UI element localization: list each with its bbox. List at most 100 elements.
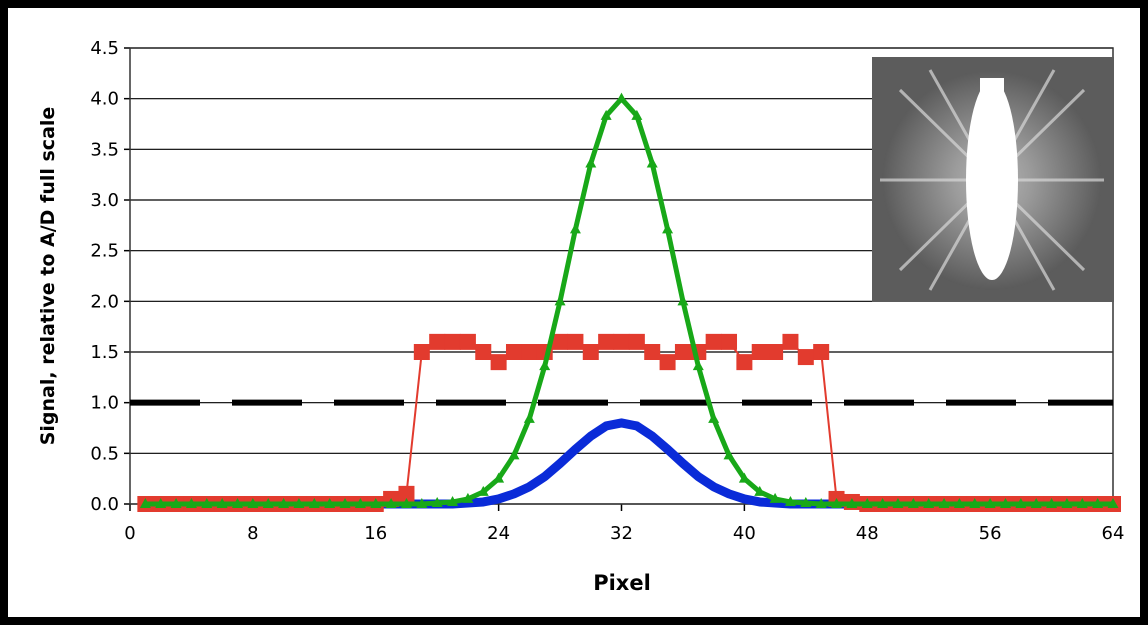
- triangle-marker: [1107, 498, 1119, 508]
- triangle-marker: [569, 223, 581, 234]
- plot-area: 0.0 0.5 1.0 1.5 2.0 2.5 3.0 3.5 4.0 4.5 0 8 16 24 32 40…: [90, 38, 1124, 544]
- triangle-marker: [293, 498, 305, 508]
- triangle-marker: [447, 495, 459, 506]
- triangle-marker: [278, 498, 290, 508]
- y-tick-label: 0.5: [90, 443, 119, 464]
- square-marker: [721, 333, 738, 350]
- triangle-marker: [585, 157, 597, 168]
- triangle-marker: [892, 498, 904, 508]
- triangle-marker: [416, 498, 428, 508]
- square-marker: [459, 333, 476, 350]
- y-tick-label: 4.5: [90, 38, 119, 59]
- square-marker: [674, 344, 691, 360]
- square-marker: [490, 354, 507, 371]
- triangle-marker: [708, 412, 720, 423]
- triangle-marker: [385, 498, 397, 508]
- square-marker: [413, 344, 430, 360]
- triangle-marker: [139, 498, 151, 508]
- square-marker: [797, 349, 814, 366]
- triangle-marker: [1076, 498, 1088, 508]
- square-marker: [705, 333, 722, 350]
- triangle-marker: [370, 498, 382, 508]
- triangle-marker: [999, 498, 1011, 508]
- y-tick-label: 3.5: [90, 139, 119, 160]
- x-tick-label: 56: [979, 523, 1002, 544]
- y-tick-label: 4.0: [90, 89, 119, 110]
- triangle-marker: [477, 485, 489, 496]
- y-tick-label: 3.0: [90, 190, 119, 211]
- triangle-marker: [831, 498, 843, 508]
- x-tick-label: 64: [1102, 523, 1125, 544]
- square-marker: [767, 344, 784, 360]
- triangle-marker: [354, 498, 366, 508]
- y-axis-label: Signal, relative to A/D full scale: [37, 107, 59, 446]
- triangle-marker: [600, 109, 612, 120]
- triangle-marker: [738, 472, 750, 483]
- square-marker: [782, 333, 799, 350]
- square-marker: [659, 354, 676, 371]
- square-marker: [521, 344, 538, 360]
- x-tick-label: 8: [247, 523, 258, 544]
- triangle-marker: [247, 498, 259, 508]
- triangle-marker: [953, 498, 965, 508]
- triangle-marker: [1061, 498, 1073, 508]
- triangle-marker: [646, 157, 658, 168]
- triangle-marker: [800, 496, 812, 507]
- square-marker: [813, 344, 830, 360]
- triangle-marker: [201, 498, 213, 508]
- triangle-marker: [1046, 498, 1058, 508]
- triangle-marker: [185, 498, 197, 508]
- triangle-marker: [554, 295, 566, 306]
- triangle-marker: [308, 498, 320, 508]
- x-tick-label: 24: [487, 523, 510, 544]
- triangle-marker: [493, 472, 505, 483]
- y-tick-label: 1.5: [90, 342, 119, 363]
- square-marker: [552, 333, 569, 350]
- square-marker: [613, 333, 630, 350]
- triangle-marker: [262, 498, 274, 508]
- square-marker: [567, 333, 584, 350]
- triangle-marker: [723, 449, 735, 460]
- triangle-marker: [784, 495, 796, 506]
- triangle-marker: [861, 498, 873, 508]
- triangle-marker: [754, 485, 766, 496]
- triangle-marker: [815, 498, 827, 508]
- triangle-marker: [170, 498, 182, 508]
- triangle-marker: [677, 295, 689, 306]
- triangle-marker: [216, 498, 228, 508]
- square-marker: [475, 344, 492, 360]
- x-tick-label: 32: [610, 523, 633, 544]
- triangle-marker: [523, 412, 535, 423]
- triangle-marker: [431, 496, 443, 507]
- square-marker: [736, 354, 753, 371]
- triangle-marker: [155, 498, 167, 508]
- triangle-marker: [232, 498, 244, 508]
- square-marker: [398, 485, 415, 502]
- triangle-marker: [508, 449, 520, 460]
- y-tick-label: 2.0: [90, 291, 119, 312]
- triangle-marker: [539, 360, 551, 371]
- triangle-marker: [462, 492, 474, 503]
- square-marker: [751, 344, 768, 360]
- triangle-marker: [1030, 498, 1042, 508]
- y-tick-label: 0.0: [90, 494, 119, 515]
- triangle-marker: [769, 492, 781, 503]
- y-tick-label: 1.0: [90, 393, 119, 414]
- triangle-marker: [631, 109, 643, 120]
- square-marker: [429, 333, 446, 350]
- triangle-marker: [969, 498, 981, 508]
- triangle-marker: [662, 223, 674, 234]
- triangle-marker: [692, 360, 704, 371]
- triangle-marker: [339, 498, 351, 508]
- square-marker: [505, 344, 522, 360]
- square-marker: [582, 344, 599, 360]
- inset-image: [872, 57, 1114, 302]
- square-marker: [644, 344, 661, 360]
- x-tick-label: 0: [124, 523, 135, 544]
- triangle-marker: [907, 498, 919, 508]
- triangle-marker: [938, 498, 950, 508]
- triangle-marker: [923, 498, 935, 508]
- triangle-marker: [846, 498, 858, 508]
- y-tick-label: 2.5: [90, 241, 119, 262]
- square-marker: [598, 333, 615, 350]
